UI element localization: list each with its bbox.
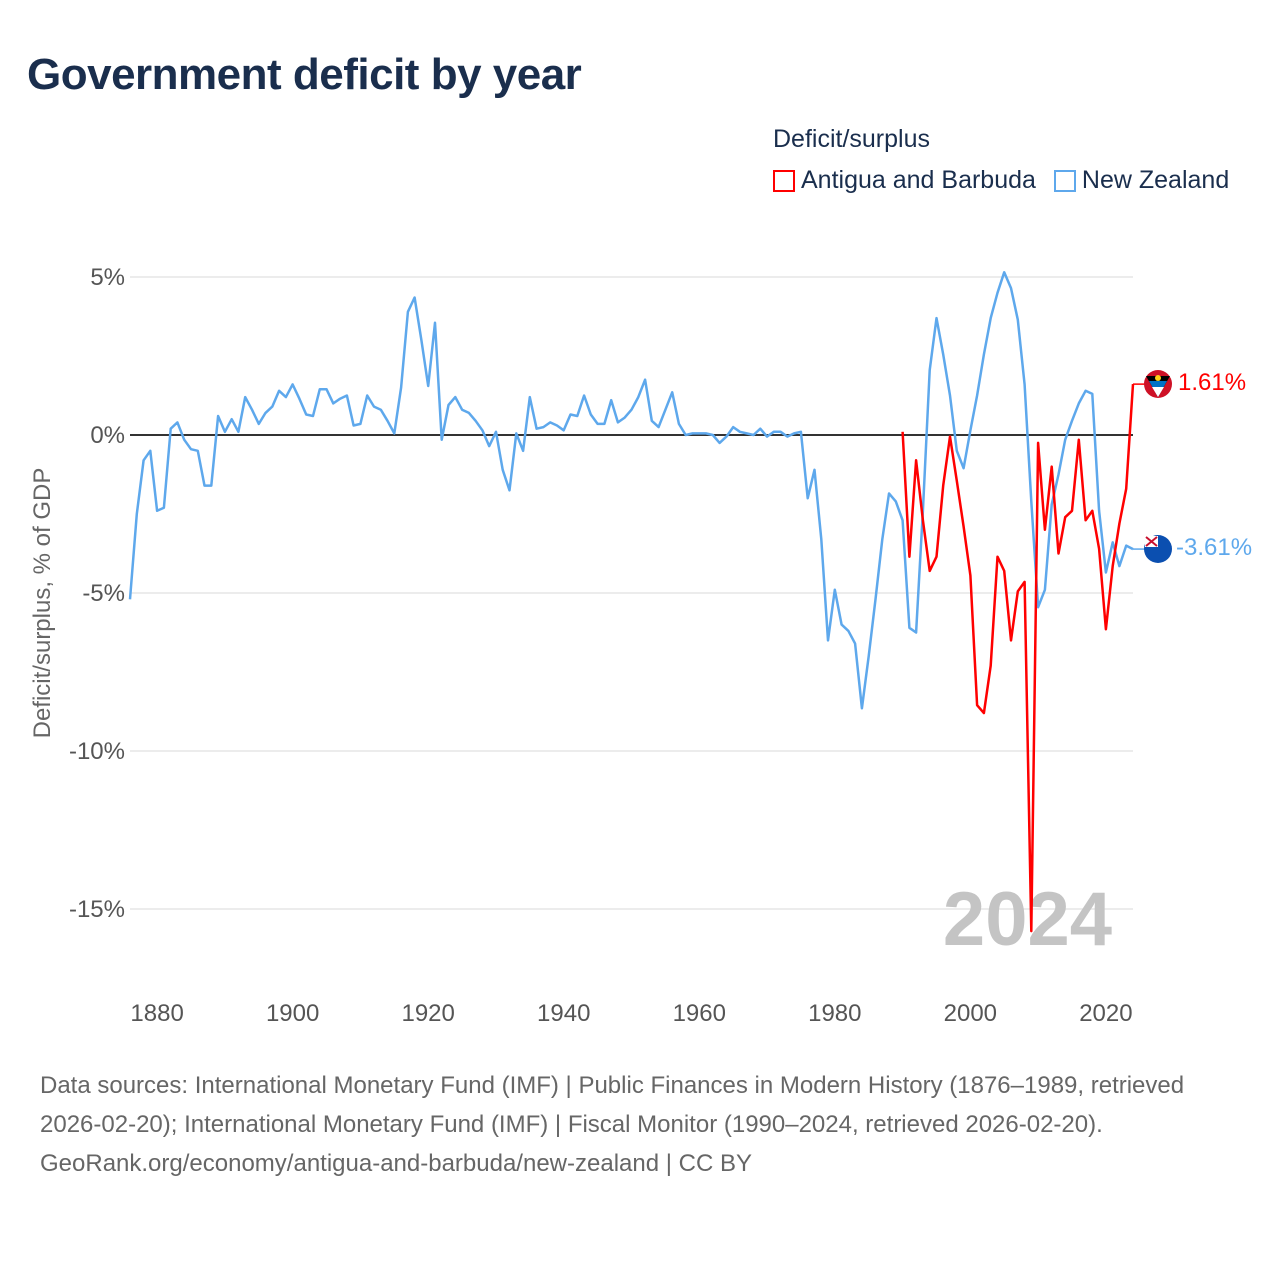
x-tick-label: 2020 [1079, 1000, 1132, 1027]
legend: Antigua and Barbuda New Zealand [773, 166, 1229, 195]
x-tick-label: 1960 [673, 1000, 726, 1027]
legend-label: New Zealand [1081, 166, 1230, 194]
year-watermark: 2024 [943, 877, 1112, 962]
y-axis-label: Deficit/surplus, % of GDP [29, 468, 56, 739]
legend-swatch-nz [1053, 169, 1076, 192]
source-link[interactable]: GeoRank.org/economy/antigua-and-barbuda/… [40, 1150, 752, 1177]
flag-antigua-icon [1144, 370, 1172, 398]
legend-title: Deficit/surplus [773, 125, 930, 153]
y-tick-label: -10% [69, 738, 125, 765]
series-line-new-zealand [128, 271, 1134, 710]
y-tick-label: 0% [90, 422, 125, 449]
y-tick-label: -15% [69, 896, 125, 923]
footer: Data sources: International Monetary Fun… [40, 1066, 1240, 1183]
legend-item-new-zealand[interactable]: New Zealand [1053, 166, 1230, 195]
x-tick-label: 2000 [944, 1000, 997, 1027]
x-tick-label: 1880 [130, 1000, 183, 1027]
x-tick-label: 1980 [808, 1000, 861, 1027]
data-sources: Data sources: International Monetary Fun… [40, 1072, 1185, 1138]
legend-item-antigua[interactable]: Antigua and Barbuda [773, 166, 1036, 195]
end-label-nz: -3.61% [1176, 534, 1252, 561]
legend-label: Antigua and Barbuda [801, 166, 1036, 194]
y-tick-label: 5% [90, 264, 125, 291]
x-tick-label: 1920 [401, 1000, 454, 1027]
page-title: Government deficit by year [27, 50, 582, 99]
x-tick-label: 1940 [537, 1000, 590, 1027]
y-tick-label: -5% [82, 580, 125, 607]
end-label-antigua: 1.61% [1178, 369, 1246, 396]
legend-swatch-antigua [773, 169, 795, 192]
series-line-antigua-and-barbuda [901, 384, 1135, 933]
flag-new-zealand-icon [1144, 535, 1172, 563]
x-tick-label: 1900 [266, 1000, 319, 1027]
